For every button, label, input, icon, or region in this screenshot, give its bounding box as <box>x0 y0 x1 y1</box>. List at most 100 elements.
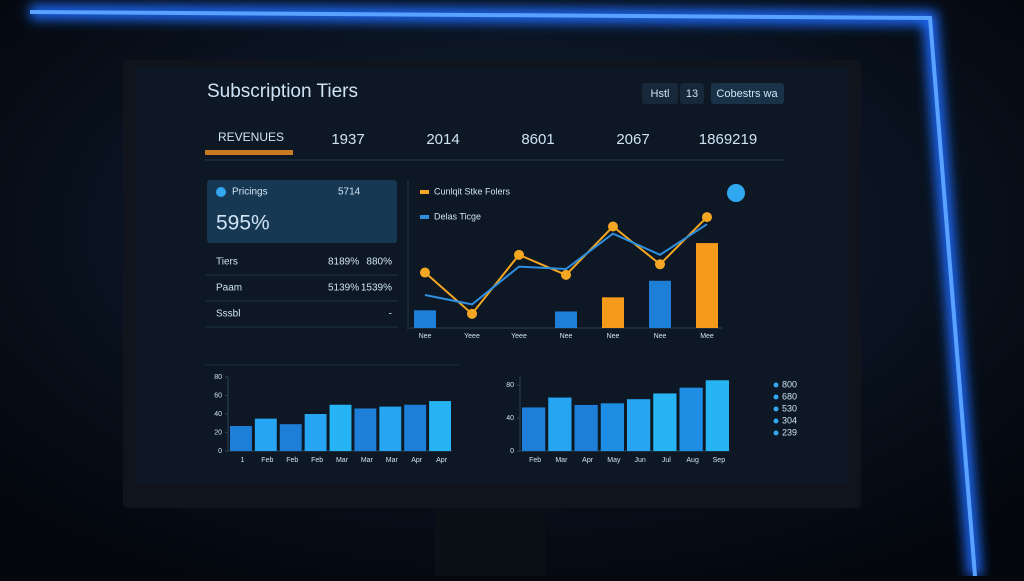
y-tick-label: 80 <box>506 382 514 389</box>
bar <box>379 406 402 451</box>
line <box>424 223 708 306</box>
x-tick-label: Apr <box>411 457 423 464</box>
x-tick-label: Sep <box>713 457 726 464</box>
point <box>514 249 524 260</box>
button-label[interactable]: Cobestrs wa <box>716 88 778 100</box>
x-tick-label: Mar <box>336 457 349 464</box>
y-tick-label: 0 <box>218 448 222 455</box>
legend-dot <box>773 382 779 388</box>
button[interactable] <box>680 83 704 104</box>
button[interactable] <box>642 83 678 104</box>
x-tick-label: Nee <box>419 333 432 340</box>
legend-label: 800 <box>782 379 797 389</box>
bar <box>627 399 651 451</box>
point <box>561 269 571 280</box>
bar <box>696 243 718 328</box>
x-tick-label: Feb <box>286 457 298 464</box>
y-tick-label: 80 <box>214 374 222 381</box>
kpi-value: 1869219 <box>699 131 757 148</box>
bar <box>404 404 427 451</box>
button[interactable] <box>711 83 784 104</box>
bar <box>522 407 546 451</box>
x-tick-label: Yeee <box>511 333 527 340</box>
legend-label: 680 <box>782 391 797 401</box>
bar <box>574 404 598 451</box>
legend-dot <box>773 406 779 412</box>
summary-card <box>207 180 397 243</box>
row-name: Tiers <box>216 257 238 268</box>
bar <box>555 311 577 328</box>
x-tick-label: Jul <box>662 457 671 464</box>
kpi-value: 2014 <box>426 131 459 148</box>
x-tick-label: Mar <box>361 457 374 464</box>
x-tick-label: Feb <box>311 457 323 464</box>
bar <box>254 418 277 451</box>
bar <box>354 408 377 451</box>
legend-dot <box>773 394 779 400</box>
x-tick-label: Nee <box>654 333 667 340</box>
monitor-stand <box>435 505 545 576</box>
point <box>420 267 430 278</box>
kpi-label: REVENUES <box>218 130 284 144</box>
x-tick-label: Nee <box>607 333 620 340</box>
bar <box>230 426 252 451</box>
legend-swatch <box>420 190 429 194</box>
legend-label: Cunlqit Stke Folers <box>434 186 511 196</box>
legend-label: Delas Ticge <box>434 211 481 221</box>
bar <box>679 387 703 451</box>
bar <box>600 403 624 451</box>
row-b: 1539% <box>361 283 392 294</box>
legend-dot <box>773 418 779 424</box>
bar <box>705 380 729 451</box>
button-label[interactable]: 13 <box>686 88 698 100</box>
y-tick-label: 40 <box>214 411 222 418</box>
y-tick-label: 60 <box>214 392 222 399</box>
tab-underline <box>205 150 293 155</box>
x-tick-label: May <box>607 457 621 464</box>
glow-edge <box>29 10 977 577</box>
x-tick-label: Mee <box>700 333 714 340</box>
y-tick-label: 0 <box>510 448 514 455</box>
legend-swatch <box>420 215 429 219</box>
bar <box>429 401 451 451</box>
x-tick-label: Feb <box>261 457 273 464</box>
x-tick-label: Feb <box>529 457 541 464</box>
bar <box>304 414 327 451</box>
x-tick-label: Mar <box>386 457 399 464</box>
legend-label: 530 <box>782 403 797 413</box>
y-tick-label: 40 <box>506 415 514 422</box>
x-tick-label: Jun <box>634 457 645 464</box>
kpi-value: 8601 <box>521 131 554 148</box>
bar <box>548 397 572 451</box>
x-tick-label: Apr <box>582 457 594 464</box>
x-tick-label: Aug <box>686 457 699 464</box>
x-tick-label: Mar <box>555 457 568 464</box>
icon <box>216 187 226 197</box>
bar <box>279 424 302 451</box>
x-tick-label: Apr <box>436 457 448 464</box>
row-b: 880% <box>366 257 392 268</box>
row-a: 5139% <box>328 283 359 294</box>
button-label[interactable]: Hstl <box>651 88 670 100</box>
title: Subscription Tiers <box>207 81 358 102</box>
point <box>655 259 665 270</box>
point <box>608 221 618 232</box>
bar <box>414 310 436 328</box>
kpi-value: 2067 <box>616 131 649 148</box>
row-name: Paam <box>216 283 242 294</box>
row-a: 8189% <box>328 257 359 268</box>
x-tick-label: 1 <box>240 457 244 464</box>
row-name: Sssbl <box>216 309 240 320</box>
x-tick-label: Nee <box>560 333 573 340</box>
bar <box>602 297 624 328</box>
bar <box>649 280 671 328</box>
x-tick-label: Yeee <box>464 333 480 340</box>
legend-label: 304 <box>782 415 797 425</box>
toggle[interactable] <box>727 184 745 202</box>
summary-title: Pricings <box>232 187 268 198</box>
summary-value: 5714 <box>338 187 361 198</box>
bar <box>653 393 677 451</box>
legend-dot <box>773 430 779 436</box>
summary-big: 595% <box>216 212 270 235</box>
y-tick-label: 20 <box>214 429 222 436</box>
